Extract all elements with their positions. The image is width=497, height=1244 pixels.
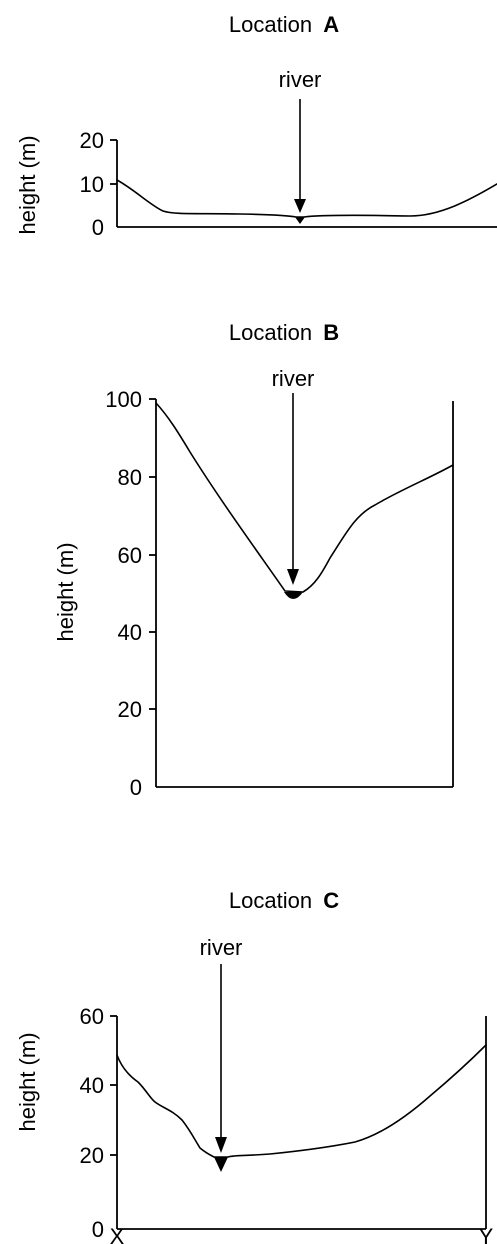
tick-label: 20 <box>118 697 142 722</box>
river-channel <box>284 592 303 599</box>
panel-title-letter: C <box>323 888 339 913</box>
river-channel <box>295 217 305 224</box>
y-axis-label: height (m) <box>15 135 40 234</box>
panel-title: Location A <box>229 12 339 37</box>
tick-label: 0 <box>92 1217 104 1242</box>
river-label: river <box>200 935 243 960</box>
tick-label: 40 <box>80 1073 104 1098</box>
endpoint-y-label: Y <box>479 1224 494 1244</box>
tick-label: 60 <box>80 1004 104 1029</box>
panel-title: Location C <box>229 888 339 913</box>
tick-label: 40 <box>118 620 142 645</box>
y-axis-label: height (m) <box>15 1032 40 1131</box>
tick-label: 100 <box>105 387 142 412</box>
terrain-profile <box>116 179 497 218</box>
panel-title-prefix: Location <box>229 320 312 345</box>
panel-title-letter: B <box>323 320 339 345</box>
river-arrowhead <box>215 1137 227 1153</box>
endpoint-x-label: X <box>110 1224 125 1244</box>
tick-label: 20 <box>80 1143 104 1168</box>
panel-title: Location B <box>229 320 339 345</box>
tick-label: 60 <box>118 543 142 568</box>
panel-title-letter: A <box>323 12 339 37</box>
river-channel <box>214 1157 228 1172</box>
tick-label: 0 <box>92 215 104 240</box>
river-arrowhead <box>294 199 306 213</box>
tick-label: 0 <box>130 775 142 800</box>
panel-title-prefix: Location <box>229 888 312 913</box>
river-label: river <box>279 67 322 92</box>
tick-label: 10 <box>80 172 104 197</box>
panel-location-a: Location A river 0 10 20 height (m) <box>15 12 497 240</box>
terrain-profile <box>155 402 454 593</box>
tick-label: 20 <box>80 128 104 153</box>
tick-label: 80 <box>118 465 142 490</box>
river-arrowhead <box>287 569 299 585</box>
panel-location-c: Location C river 0 20 40 60 height (m) X… <box>15 888 494 1244</box>
terrain-profile <box>116 1044 487 1158</box>
river-label: river <box>272 366 315 391</box>
panel-location-b: Location B river 0 20 40 60 80 100 heigh… <box>53 320 454 800</box>
panel-title-prefix: Location <box>229 12 312 37</box>
y-axis-label: height (m) <box>53 542 78 641</box>
